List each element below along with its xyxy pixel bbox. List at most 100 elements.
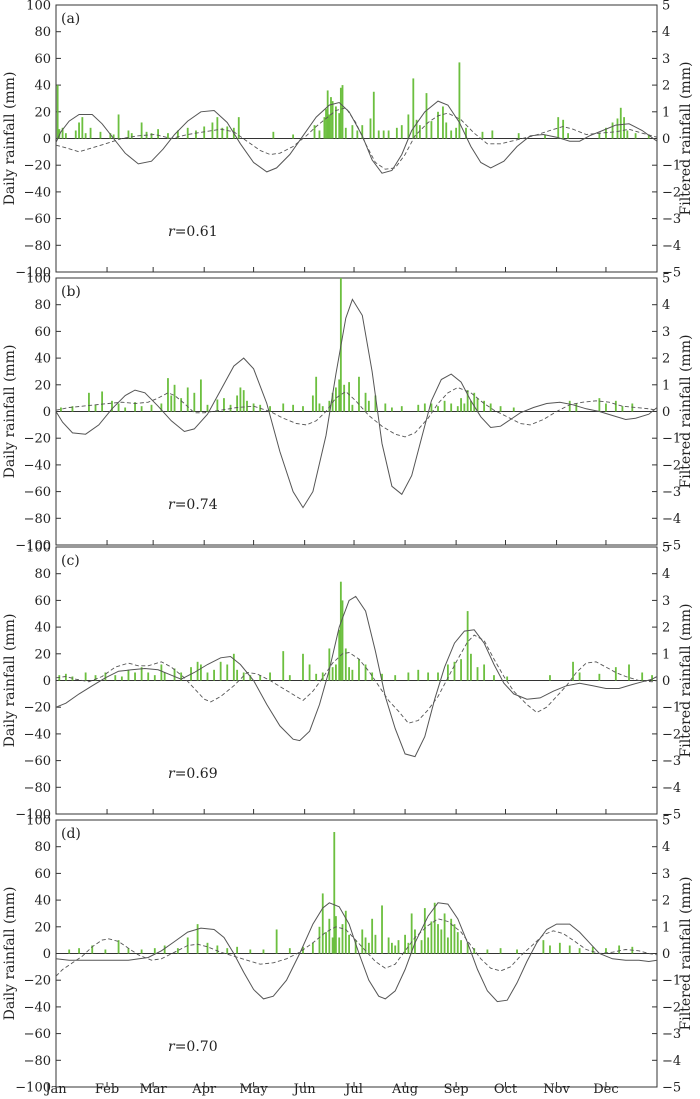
panel-c-rain-bar <box>302 653 304 681</box>
panel-c-y2tick-label: 1 <box>662 647 670 662</box>
panel-b-r-value: r=0.74 <box>168 497 218 513</box>
panel-b-ytick-label: −80 <box>24 512 51 527</box>
panel-d-rain-bar <box>450 918 453 954</box>
panel-a-rain-bar <box>517 133 520 139</box>
panel-b-rain-bar <box>150 404 153 412</box>
panel-d-ytick-label: 20 <box>34 920 51 935</box>
panel-b-rain-bar <box>390 407 393 412</box>
panel-b-rain-bar <box>489 403 492 412</box>
panel-c-rain-bar <box>58 675 61 681</box>
panel-b-ytick-label: −60 <box>24 485 51 500</box>
panel-b-y2tick-label: 4 <box>662 298 670 313</box>
panel-c-r-symbol: r <box>168 766 176 782</box>
panel-c-rain-bar <box>578 672 581 681</box>
panel-d-rain-bar <box>249 949 252 954</box>
panel-c-rain-bar <box>282 651 285 681</box>
panel-a-y2tick-label: −5 <box>662 266 681 281</box>
panel-c-ylabel: Daily rainfall (mm) <box>2 614 18 748</box>
panel-a-rain-bar <box>395 127 398 139</box>
panel-b-rain-bar <box>374 395 377 412</box>
panel-a-rain-bar <box>216 117 219 139</box>
panel-d-rain-bar <box>404 934 406 954</box>
panel-c-rain-bar <box>84 672 87 681</box>
panel-b-rain-bar <box>186 387 189 412</box>
panel-b-ytick-label: 60 <box>34 325 51 340</box>
panel-b-rain-bar <box>111 400 113 412</box>
panel-d-rain-bar <box>127 948 130 954</box>
panel-a-rain-bar <box>437 111 439 139</box>
panel-c-rain-bar <box>288 675 291 681</box>
panel-c-rain-bar <box>506 676 509 681</box>
panel-b-rain-bar <box>117 403 120 412</box>
panel-c-y2tick-label: −4 <box>662 781 681 796</box>
panel-a-rain-bar <box>176 130 179 139</box>
panel-c-rain-bar <box>641 672 644 681</box>
panel-c-y2tick-label: 4 <box>662 567 670 582</box>
panel-c-ytick-label: −100 <box>15 808 51 823</box>
panel-b-ytick-label: −40 <box>24 458 51 473</box>
month-label-sep: Sep <box>444 1082 469 1097</box>
panel-a-rain-bar <box>226 126 229 139</box>
panel-b-rain-bar <box>364 392 367 412</box>
panel-a-rain-bar <box>89 127 92 139</box>
panel-c-rain-bar <box>572 661 574 681</box>
panel-a-rain-bar <box>616 118 619 139</box>
panel-a-rain-bar <box>81 117 84 139</box>
panel-a-rain-bar <box>377 130 380 139</box>
panel-a-rain-bar <box>331 101 334 139</box>
panel-a-rain-bar <box>351 125 354 139</box>
panel-b-y2label: Filtered rainfall (mm) <box>678 335 694 489</box>
panel-c-rain-bar <box>651 675 653 681</box>
panel-c-rain-bar <box>163 672 166 681</box>
panel-a-rain-bar <box>407 114 410 139</box>
month-label-oct: Oct <box>494 1082 518 1097</box>
panel-a-rain-bar <box>339 87 342 139</box>
panel-c-rain-bar <box>549 675 551 681</box>
panel-b-ytick-label: 40 <box>34 352 51 367</box>
panel-c-ytick-label: 60 <box>34 594 51 609</box>
panel-c-rain-bar <box>173 668 176 681</box>
panel-b-r-symbol: r <box>168 497 176 513</box>
panel-b-rain-bar <box>193 392 196 412</box>
panel-b-rain-bar <box>173 384 176 412</box>
panel-c-rain-bar <box>199 664 202 681</box>
panel-d-rain-bar <box>318 926 321 954</box>
panel-b-ytick-label: −20 <box>24 432 51 447</box>
panel-d-filtered-line <box>55 902 658 1003</box>
panel-d-rain-bar <box>460 940 462 954</box>
panel-c-y2tick-label: −5 <box>662 808 681 823</box>
panel-d-rain-bar <box>407 942 410 954</box>
panel-c-rain-bar <box>358 659 360 681</box>
panel-d-rain-bar <box>341 924 344 954</box>
panel-c-rain-bar <box>344 648 347 681</box>
panel-b-rain-bar <box>473 392 476 412</box>
panel-d-y2tick-label: 3 <box>662 867 670 882</box>
panel-d-ytick-label: 0 <box>43 947 51 962</box>
panel-d-ytick-label: −100 <box>15 1081 51 1096</box>
panel-a-rain-bar <box>458 62 461 139</box>
panel-b-rain-bar <box>614 400 617 412</box>
panel-d-rain-bar <box>262 949 265 954</box>
panel-b-rain-bar <box>170 395 173 412</box>
panel-a-rain-bar <box>99 131 102 139</box>
panel-c-rain-bar <box>127 669 130 681</box>
panel-d-rain-bar <box>104 949 107 954</box>
panel-d-rain-bar <box>558 942 561 954</box>
panel-d-rain-bar <box>542 940 545 954</box>
panel-b-rain-bar <box>430 403 433 412</box>
panel-a-rain-bar <box>328 114 331 139</box>
panel-b-rain-bar <box>311 395 314 412</box>
panel-d-rain-bar <box>275 929 278 954</box>
panel-d-rain-bar <box>333 832 336 954</box>
panel-c-y2tick-label: −1 <box>662 701 681 716</box>
panel-d-rain-bar <box>456 932 459 954</box>
panel-b-rain-bar <box>400 406 403 412</box>
panel-b-rain-bar <box>417 404 420 412</box>
panel-b-rain-bar <box>140 406 143 412</box>
panel-a-rain-bar <box>623 117 625 139</box>
panel-a-rain-bar <box>634 133 637 139</box>
panel-d-r-symbol: r <box>168 1039 176 1055</box>
panel-c-rain-bar <box>259 675 262 681</box>
